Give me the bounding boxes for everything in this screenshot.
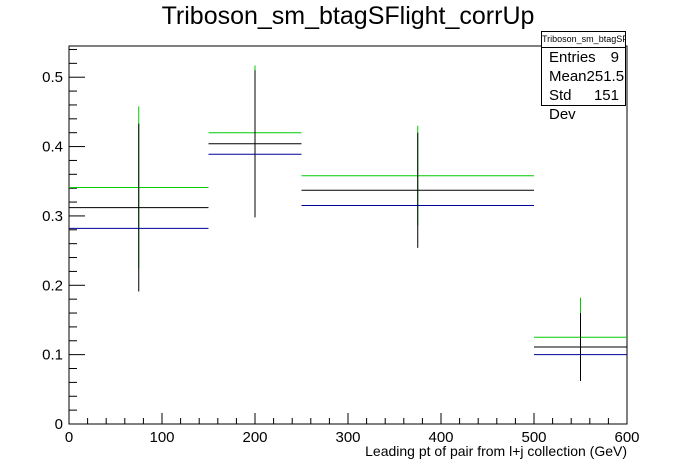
stats-entries-value: 9 <box>610 49 619 66</box>
stats-entries-label: Entries <box>549 49 596 66</box>
y-tick-label: 0.5 <box>42 69 63 86</box>
y-tick-label: 0.2 <box>42 277 63 294</box>
stats-stddev-row: Std Dev 151 <box>542 86 625 123</box>
x-tick-label: 500 <box>521 429 546 446</box>
x-axis-label: Leading pt of pair from l+j collection (… <box>365 443 627 459</box>
x-tick-label: 300 <box>335 429 360 446</box>
stats-mean-value: 251.5 <box>586 68 625 85</box>
stats-stddev-value: 151 <box>593 87 619 104</box>
x-tick-label: 200 <box>242 429 267 446</box>
x-tick-label: 0 <box>65 429 73 446</box>
stats-mean-row: Mean 251.5 <box>542 67 625 86</box>
stats-mean-label: Mean <box>549 68 587 85</box>
x-tick-label: 400 <box>428 429 453 446</box>
stats-stddev-label: Std Dev <box>549 87 576 123</box>
y-tick-label: 0 <box>55 416 63 433</box>
chart-title: Triboson_sm_btagSFlight_corrUp <box>161 2 535 30</box>
stats-histogram-name: Triboson_sm_btagSFlight_corrUp <box>542 32 625 48</box>
stats-box: Triboson_sm_btagSFlight_corrUp Entries 9… <box>541 31 626 123</box>
stats-entries-row: Entries 9 <box>542 48 625 67</box>
x-tick-label: 100 <box>149 429 174 446</box>
y-tick-label: 0.4 <box>42 139 63 156</box>
y-tick-label: 0.1 <box>42 347 63 364</box>
x-tick-label: 600 <box>614 429 639 446</box>
y-tick-label: 0.3 <box>42 208 63 225</box>
